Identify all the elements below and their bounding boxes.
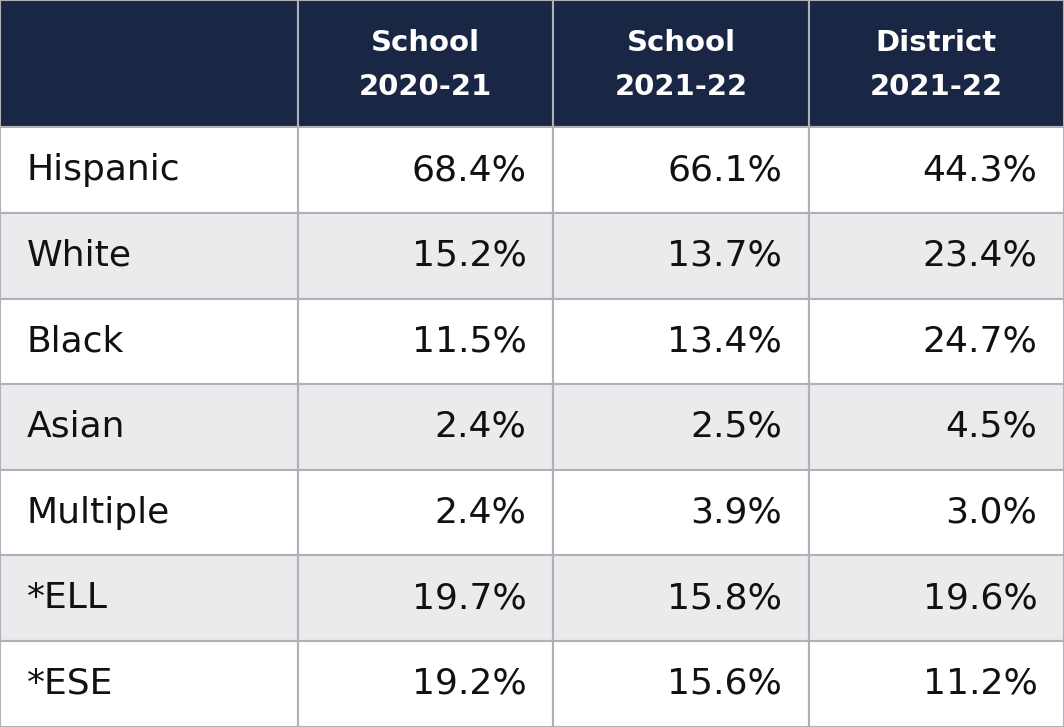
Bar [553,127,809,213]
Bar [0,299,298,384]
Text: 68.4%: 68.4% [412,153,527,187]
Text: 15.8%: 15.8% [667,582,782,615]
Bar [298,0,553,127]
Text: 19.7%: 19.7% [412,582,527,615]
Bar [809,641,1064,727]
Bar [0,127,298,213]
Text: White: White [27,238,132,273]
Text: 3.0%: 3.0% [946,496,1037,529]
Bar [0,213,298,299]
Text: Asian: Asian [27,410,126,444]
Text: 15.6%: 15.6% [667,667,782,701]
Bar [298,470,553,555]
Bar [553,384,809,470]
Bar [298,127,553,213]
Bar [553,555,809,641]
Bar [298,384,553,470]
Bar [298,299,553,384]
Text: School: School [371,29,480,57]
Text: 2021-22: 2021-22 [614,73,748,101]
Bar [0,0,298,127]
Text: School: School [627,29,735,57]
Text: 3.9%: 3.9% [691,496,782,529]
Bar [298,641,553,727]
Text: 44.3%: 44.3% [922,153,1037,187]
Bar [553,641,809,727]
Text: 13.7%: 13.7% [667,238,782,273]
Bar [553,299,809,384]
Text: 24.7%: 24.7% [922,324,1037,358]
Text: 4.5%: 4.5% [946,410,1037,444]
Text: 15.2%: 15.2% [412,238,527,273]
Text: 11.2%: 11.2% [922,667,1037,701]
Bar [298,555,553,641]
Bar [809,470,1064,555]
Text: 13.4%: 13.4% [667,324,782,358]
Bar [553,213,809,299]
Text: *ELL: *ELL [27,582,107,615]
Bar [0,555,298,641]
Text: Black: Black [27,324,124,358]
Text: District: District [876,29,997,57]
Text: 2.4%: 2.4% [435,410,527,444]
Bar [809,0,1064,127]
Bar [809,213,1064,299]
Bar [809,384,1064,470]
Text: 19.2%: 19.2% [412,667,527,701]
Text: 19.6%: 19.6% [922,582,1037,615]
Bar [553,470,809,555]
Bar [0,470,298,555]
Text: 2020-21: 2020-21 [359,73,493,101]
Text: 23.4%: 23.4% [922,238,1037,273]
Bar [0,384,298,470]
Bar [553,0,809,127]
Bar [0,641,298,727]
Text: 11.5%: 11.5% [412,324,527,358]
Bar [809,127,1064,213]
Bar [809,299,1064,384]
Text: Multiple: Multiple [27,496,170,529]
Bar [298,213,553,299]
Text: *ESE: *ESE [27,667,113,701]
Text: Hispanic: Hispanic [27,153,180,187]
Text: 2021-22: 2021-22 [869,73,1003,101]
Text: 2.4%: 2.4% [435,496,527,529]
Bar [809,555,1064,641]
Text: 2.5%: 2.5% [691,410,782,444]
Text: 66.1%: 66.1% [667,153,782,187]
